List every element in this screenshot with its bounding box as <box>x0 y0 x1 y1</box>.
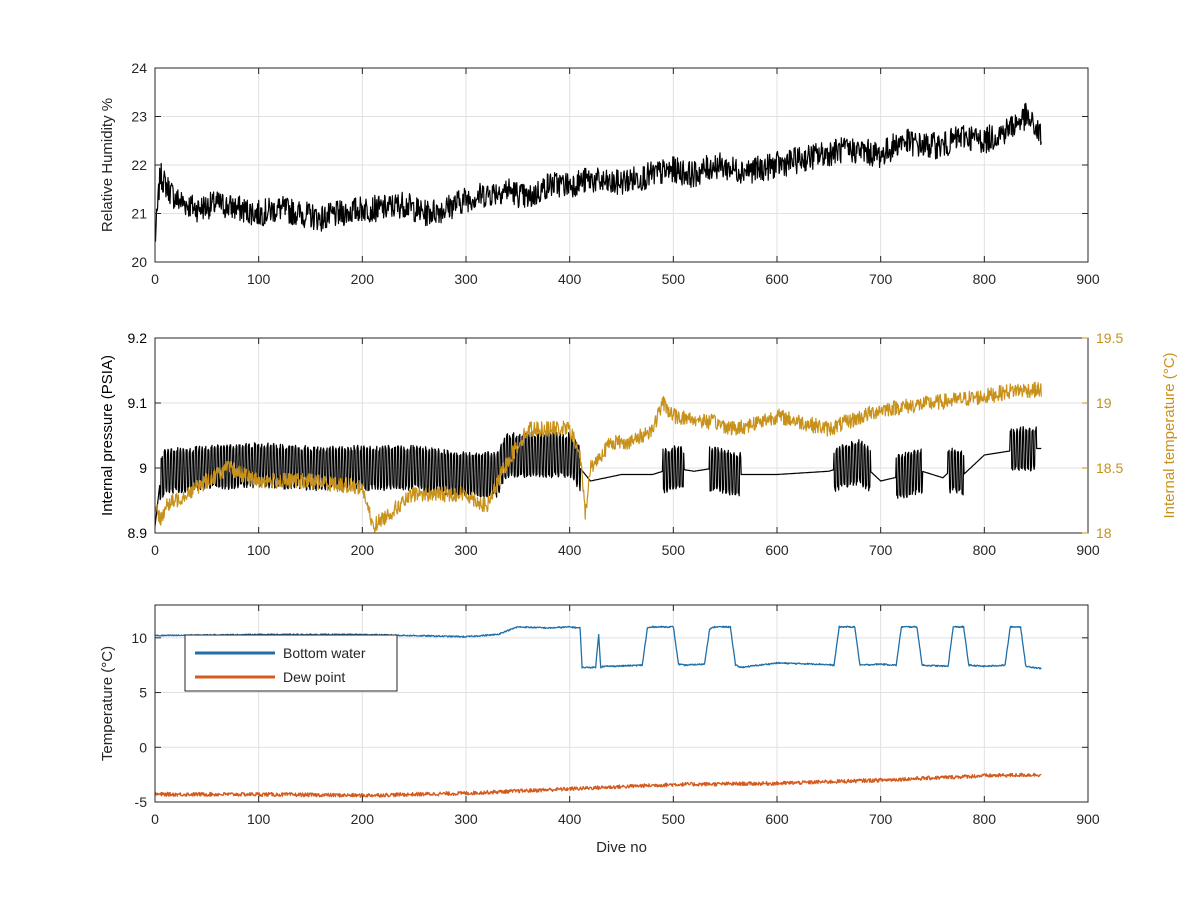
x-tick-label: 900 <box>1076 271 1100 287</box>
x-tick-label: 700 <box>869 811 893 827</box>
y-axis-label: Internal pressure (PSIA) <box>99 355 116 516</box>
series-line-3-2 <box>155 772 1042 798</box>
x-tick-label: 600 <box>765 542 789 558</box>
x-tick-label: 0 <box>151 271 159 287</box>
x-tick-label: 300 <box>454 811 478 827</box>
y2-axis-label: Internal temperature (°C) <box>1161 352 1178 518</box>
y-tick-label: 9.2 <box>128 330 148 346</box>
y-tick-label: 9.1 <box>128 395 148 411</box>
x-tick-label: 700 <box>869 271 893 287</box>
y-tick-label: 0 <box>139 739 147 755</box>
x-tick-label: 0 <box>151 811 159 827</box>
x-tick-label: 200 <box>351 811 375 827</box>
x-tick-label: 200 <box>351 542 375 558</box>
y-tick-label: -5 <box>135 794 148 810</box>
x-tick-label: 300 <box>454 542 478 558</box>
y2-tick-label: 19.5 <box>1096 330 1123 346</box>
y-tick-label: 23 <box>131 109 147 125</box>
y-axis-label: Temperature (°C) <box>99 646 116 761</box>
x-tick-label: 100 <box>247 811 271 827</box>
x-tick-label: 500 <box>662 542 686 558</box>
x-tick-label: 200 <box>351 271 375 287</box>
x-tick-label: 0 <box>151 542 159 558</box>
x-tick-label: 400 <box>558 811 582 827</box>
x-tick-label: 600 <box>765 811 789 827</box>
x-tick-label: 900 <box>1076 811 1100 827</box>
x-tick-label: 900 <box>1076 542 1100 558</box>
legend-box <box>184 634 398 692</box>
y2-tick-label: 18.5 <box>1096 460 1123 476</box>
chart-panel-3: 0 100 200 300 400 500 600 700 800 900-50510Temper… <box>99 604 1100 856</box>
legend-label: Bottom water <box>283 645 366 661</box>
legend: Bottom water Dew point <box>184 634 398 692</box>
y-axis-label: Relative Humidity % <box>99 98 116 232</box>
axes-box <box>154 337 1089 534</box>
x-tick-label: 800 <box>973 271 997 287</box>
x-tick-label: 500 <box>662 811 686 827</box>
plot-area <box>155 338 1088 533</box>
x-tick-label: 400 <box>558 271 582 287</box>
x-tick-label: 300 <box>454 271 478 287</box>
x-tick-label: 100 <box>247 271 271 287</box>
series-line-1-1 <box>155 102 1042 242</box>
y2-tick-label: 18 <box>1096 525 1112 541</box>
x-tick-label: 600 <box>765 271 789 287</box>
x-tick-label: 800 <box>973 811 997 827</box>
y-tick-label: 8.9 <box>128 525 148 541</box>
y-tick-label: 22 <box>131 157 147 173</box>
x-tick-label: 100 <box>247 542 271 558</box>
x-tick-label: 500 <box>662 271 686 287</box>
y-tick-label: 21 <box>131 206 147 222</box>
y-tick-label: 9 <box>139 460 147 476</box>
chart-panel-2: 0 100 200 300 400 500 600 700 800 900 8.9 9 9.1 9.2 18… <box>99 330 1178 558</box>
y-tick-label: 5 <box>139 685 147 701</box>
series-group <box>155 381 1042 533</box>
axes-box <box>154 604 1089 803</box>
legend-label: Dew point <box>283 669 345 685</box>
y-tick-label: 20 <box>131 254 147 270</box>
y-tick-label: 10 <box>131 630 147 646</box>
series-line-2-2 <box>155 381 1042 533</box>
x-tick-label: 700 <box>869 542 893 558</box>
y2-tick-label: 19 <box>1096 395 1112 411</box>
x-tick-label: 400 <box>558 542 582 558</box>
y-tick-label: 24 <box>131 60 147 76</box>
series-group <box>155 102 1042 242</box>
x-axis-label: Dive no <box>596 839 647 856</box>
chart-panel-1: 0 100 200 300 400 500 600 700 800 900 20 21 22 23 24 Re… <box>99 60 1100 287</box>
x-tick-label: 800 <box>973 542 997 558</box>
